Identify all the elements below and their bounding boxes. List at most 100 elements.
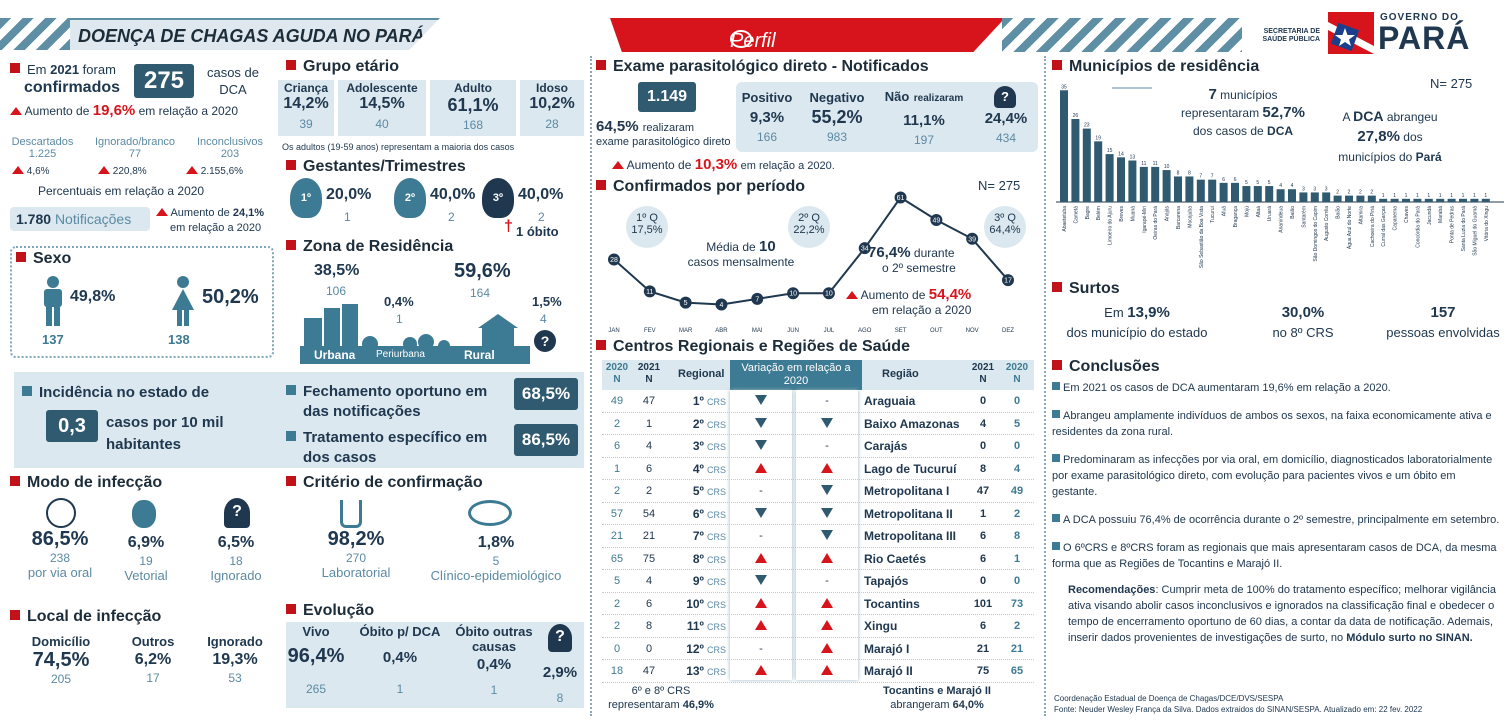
- table-row: 21 21 7º CRS - Metropolitana III 6 8: [602, 525, 1034, 548]
- notif-label: Notificações: [54, 211, 132, 227]
- zona-urb-p: 38,5%: [314, 262, 360, 279]
- bar: [1174, 176, 1182, 202]
- bar-label: Altaá: [1256, 206, 1262, 218]
- status-n: 203: [220, 148, 240, 160]
- table-row: 6 4 3º CRS - Carajás 0 0: [602, 435, 1034, 458]
- grupo-n: 40: [375, 117, 389, 131]
- bar: [1481, 198, 1490, 202]
- data-point: [930, 214, 943, 227]
- bar: [1402, 198, 1410, 202]
- periodo-panel: Confirmados por período N= 275 28 JAN 11 FE…: [596, 178, 1040, 338]
- cell-2021: 54: [642, 507, 656, 520]
- zona-landscape: [300, 304, 530, 364]
- cell-2021: 1: [645, 417, 653, 430]
- cell-2021: 4: [645, 440, 653, 452]
- question-person-icon: ?: [548, 624, 572, 652]
- bar-label: Vitória do Xingu: [1484, 206, 1490, 241]
- bar-label: Abaetetuba: [1062, 206, 1068, 232]
- exame-panel: Exame parasitológico direto - Notificado…: [596, 58, 1040, 176]
- bar-label: Chaves: [1404, 206, 1410, 223]
- notif-aum-post: em relação a 2020: [170, 222, 262, 234]
- cell-var-crs: [730, 597, 792, 611]
- bar-label: Altamira: [1358, 206, 1364, 225]
- cell-2021r: 0: [979, 395, 987, 407]
- bar: [1151, 166, 1160, 202]
- modo-n: 238: [49, 551, 71, 565]
- surtos-c2l: no 8º CRS: [1272, 325, 1334, 340]
- grupo-pct: 61,1%: [447, 95, 499, 115]
- crit-label: Laboratorial: [321, 565, 391, 580]
- local-label: Domicílio: [31, 634, 91, 649]
- table-row: 2 8 11º CRS Xingu 6 2: [602, 615, 1034, 638]
- bar: [1390, 198, 1399, 202]
- evol-n: 1: [396, 682, 404, 696]
- bar-value: 4: [1291, 183, 1294, 189]
- conclusao-item: Em 2021 os casos de DCA aumentaram 19,6%…: [1063, 382, 1391, 394]
- evol-n: 1: [490, 683, 498, 697]
- status-n: 1.225: [28, 148, 57, 160]
- no-change: -: [825, 575, 829, 587]
- status-pct: 4,6%: [26, 166, 50, 177]
- up-arrow-icon: [12, 166, 24, 174]
- sexo-panel: Sexo 49,8% 137 50,2% 138: [10, 246, 274, 358]
- quadrimestre-bubble: 2º Q 22,2%: [788, 206, 830, 248]
- exame-value: 1.149: [638, 82, 696, 112]
- bar: [1208, 179, 1217, 202]
- tick-label: MAI: [752, 328, 763, 334]
- down-arrow-icon: [821, 530, 833, 540]
- evol-title: Evolução: [303, 602, 375, 619]
- tick-label: JAN: [608, 328, 619, 334]
- data-point: [1002, 274, 1014, 287]
- table-row: 5 4 9º CRS - Tapajós 0 0: [602, 570, 1034, 593]
- evol-n: 8: [556, 691, 564, 705]
- cell-var-crs: [730, 665, 792, 678]
- cell-var-crs: -: [730, 643, 792, 655]
- bar-value: 2: [1370, 190, 1373, 196]
- bar-value: 2: [1359, 190, 1362, 196]
- col-2021: 2021: [637, 362, 661, 373]
- bar-label: Cametá: [1073, 206, 1079, 224]
- bar-value: 1: [1473, 193, 1476, 199]
- mouth-icon: [46, 498, 76, 528]
- table-row: 57 54 6º CRS Metropolitana II 1 2: [602, 503, 1034, 525]
- bar-value: 7: [1199, 174, 1202, 180]
- bar-value: 14: [1118, 151, 1124, 157]
- bar-value: 11: [1141, 161, 1146, 167]
- cell-var-reg: [796, 597, 858, 611]
- reg-note2a: Tocantins e Marajó II: [883, 685, 991, 697]
- no-change: -: [825, 440, 829, 452]
- cell-crs: 4º CRS: [692, 461, 726, 476]
- zona-rur-p: 59,6%: [454, 260, 511, 282]
- bar-value: 6: [1222, 177, 1225, 183]
- bar-label: Baião: [1336, 206, 1342, 219]
- periodo-pct-l2: o 2º semestre: [882, 261, 956, 275]
- cell-regiao: Marajó I: [864, 641, 910, 656]
- no-change: -: [759, 642, 763, 655]
- bar-value: 10: [1164, 164, 1170, 170]
- evol-n: 265: [305, 682, 327, 696]
- evol-pct: 0,4%: [382, 649, 418, 666]
- grupo-label: Idoso: [536, 81, 568, 95]
- microscope-icon: [340, 500, 362, 528]
- bar: [1459, 198, 1467, 202]
- data-label: 39: [968, 236, 976, 243]
- grupo-n: 28: [545, 117, 559, 131]
- zona-peri-label: Periurbana: [376, 349, 425, 360]
- gest-obito: 1 óbito: [516, 224, 559, 239]
- reg-note2b: abrangeram: [890, 699, 950, 711]
- bar-value: 23: [1084, 123, 1090, 129]
- exame-l2: exame parasitológico direto: [596, 136, 731, 148]
- quadrimestre-bubble: 3º Q 64,4%: [984, 206, 1026, 248]
- bar-label: Uruará: [1267, 206, 1273, 222]
- bar-label: Concórdia do Pará: [1415, 206, 1421, 248]
- gest-n: 1: [344, 210, 351, 224]
- fech-l2: das notificações: [303, 403, 421, 420]
- trat-l2: dos casos: [303, 449, 377, 466]
- bar-value: 1: [1450, 193, 1453, 199]
- bar-value: 1: [1462, 193, 1465, 199]
- bar: [1379, 198, 1388, 202]
- grupo-title: Grupo etário: [303, 58, 400, 75]
- cell-var-crs: [730, 620, 792, 633]
- divider: [1044, 56, 1046, 716]
- cell-regiao: Metropolitana II: [864, 506, 953, 521]
